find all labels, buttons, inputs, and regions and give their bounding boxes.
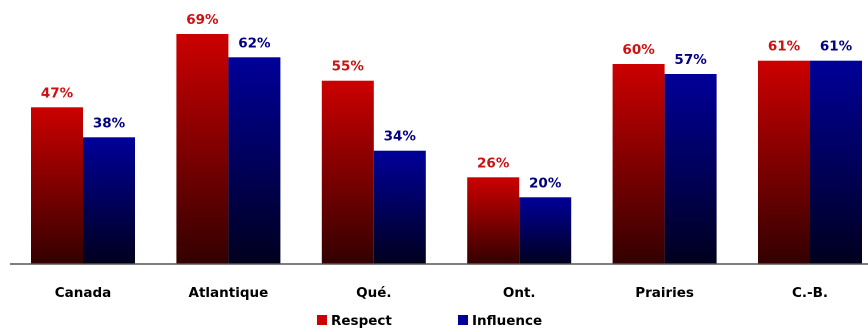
legend: Respect Influence (317, 313, 542, 329)
data-label-respect-4: 60% (622, 42, 655, 58)
legend-label-influence: Influence (472, 313, 542, 329)
data-label-respect-0: 47% (41, 85, 74, 101)
data-label-influence-0: 38% (93, 115, 126, 131)
bar-influence-2 (373, 150, 426, 264)
x-tick-label-5: C.-B. (792, 285, 828, 301)
data-label-respect-3: 26% (477, 155, 510, 171)
data-label-respect-1: 69% (186, 12, 219, 28)
x-tick-label-0: Canada (55, 285, 112, 301)
legend-label-respect: Respect (331, 313, 392, 329)
category-labels-group: Canada Atlantique Qué. Ont. Prairies C.-B. (55, 285, 828, 301)
legend-swatch-respect (317, 315, 327, 325)
x-tick-label-1: Atlantique (189, 285, 269, 301)
bar-respect-4 (612, 64, 665, 264)
data-label-influence-1: 62% (238, 35, 271, 51)
bar-influence-1 (228, 57, 281, 264)
bar-influence-3 (519, 197, 572, 264)
x-tick-label-2: Qué. (356, 285, 391, 301)
bar-influence-5 (810, 60, 862, 265)
legend-swatch-influence (458, 315, 468, 325)
bar-respect-1 (176, 34, 229, 264)
bar-respect-2 (321, 80, 374, 264)
data-label-influence-2: 34% (384, 129, 417, 145)
bars-group (31, 34, 862, 265)
bar-respect-3 (467, 177, 520, 264)
data-label-influence-4: 57% (674, 52, 707, 68)
data-label-influence-3: 20% (529, 175, 562, 191)
x-tick-label-4: Prairies (635, 285, 694, 301)
value-labels-group: 47% 38% 69% 62% 55% 34% 26% 20% 60% 57% 61% 61% (41, 12, 853, 191)
data-label-respect-5: 61% (768, 39, 801, 55)
bar-respect-0 (31, 107, 83, 264)
bar-influence-4 (664, 74, 717, 264)
data-label-influence-5: 61% (820, 39, 853, 55)
data-label-respect-2: 55% (332, 59, 365, 75)
bar-influence-0 (83, 137, 135, 264)
bar-respect-5 (758, 60, 810, 265)
x-tick-label-3: Ont. (503, 285, 536, 301)
